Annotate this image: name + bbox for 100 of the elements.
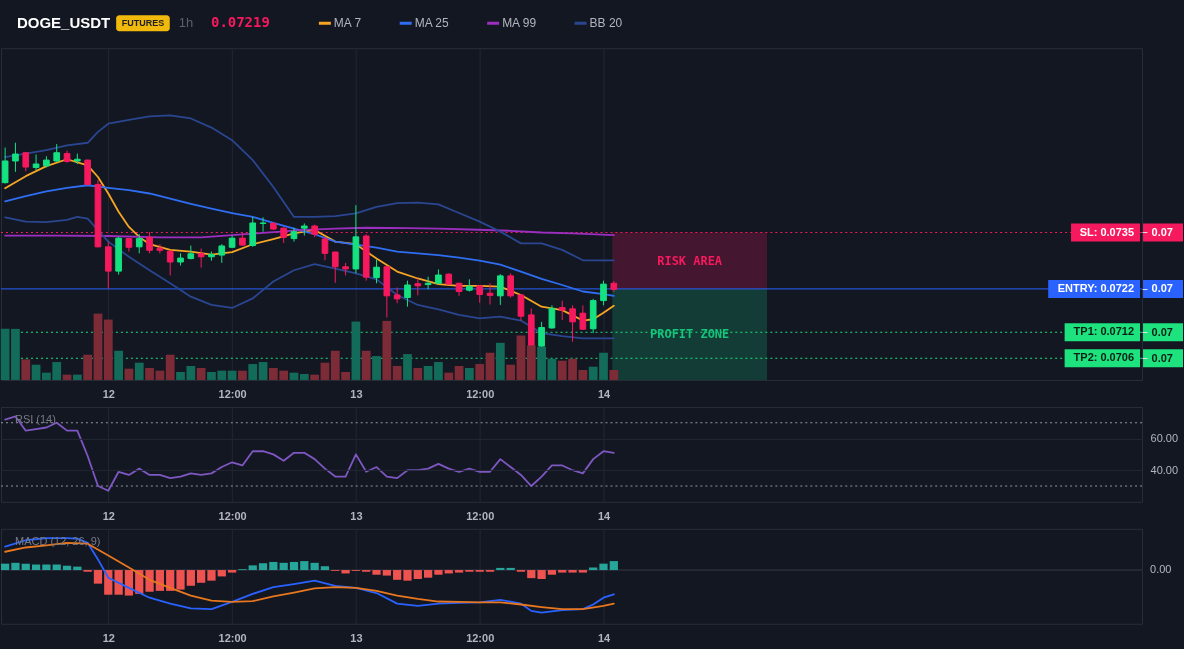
candlestick	[249, 216, 257, 248]
candlestick	[218, 243, 226, 264]
bar	[393, 570, 402, 580]
band-label: PROFIT ZONE	[650, 327, 730, 342]
bar	[434, 570, 443, 575]
candlestick	[517, 293, 525, 322]
bar	[454, 570, 464, 573]
chart-title: DOGE_USDT	[16, 14, 111, 32]
bar	[372, 570, 381, 575]
bar	[186, 570, 195, 586]
bar	[1, 563, 10, 571]
bar	[299, 373, 309, 380]
bar	[227, 570, 237, 573]
bar	[465, 368, 474, 380]
candlestick	[548, 304, 556, 330]
bar	[289, 561, 299, 571]
bar	[485, 352, 495, 380]
y-tick-label: 0.07	[1151, 226, 1173, 239]
x-tick-label: 14	[597, 388, 611, 401]
candlestick	[331, 251, 339, 284]
candlestick	[321, 236, 329, 261]
bar	[392, 366, 402, 380]
bar	[454, 366, 464, 380]
candlestick	[579, 304, 587, 331]
x-tick-label: 12	[102, 632, 115, 645]
bar	[578, 570, 587, 573]
bar	[31, 364, 41, 380]
x-tick-label: 14	[597, 632, 611, 645]
legend-label: MA 99	[502, 16, 537, 31]
bar	[310, 562, 319, 571]
candlestick	[12, 142, 19, 173]
bar	[310, 374, 320, 380]
bar	[93, 570, 103, 584]
bar	[134, 362, 144, 380]
y-tick-label: 0.07	[1151, 282, 1173, 295]
bar	[403, 570, 412, 581]
candlestick	[404, 280, 411, 308]
bar	[495, 342, 505, 380]
legend-label: MA 7	[333, 16, 362, 31]
legend-label: MA 25	[414, 16, 449, 31]
bar	[103, 319, 113, 380]
bar	[93, 313, 103, 380]
x-tick-label: 12:00	[218, 632, 247, 645]
x-tick-label: 12:00	[466, 510, 495, 523]
y-tick-label: 0.07	[1151, 351, 1173, 364]
bar	[165, 354, 175, 380]
bar	[413, 570, 422, 579]
bar	[568, 570, 577, 573]
bar	[269, 561, 278, 571]
bar	[413, 368, 423, 380]
bar	[196, 368, 206, 380]
bar	[423, 366, 433, 380]
bar	[11, 562, 20, 571]
x-tick-label: 12	[102, 388, 115, 401]
bar	[217, 570, 226, 577]
x-tick-label: 14	[597, 510, 611, 523]
candlestick	[424, 276, 432, 290]
candlestick	[496, 273, 504, 306]
bar	[207, 570, 216, 581]
bar	[351, 321, 361, 380]
bar	[320, 566, 330, 571]
bar	[341, 570, 350, 574]
text: 1h	[178, 15, 194, 31]
bar	[176, 570, 185, 590]
bar	[114, 350, 123, 380]
bar	[72, 374, 82, 380]
bar	[444, 372, 454, 380]
bar	[609, 370, 619, 380]
bar	[361, 350, 371, 380]
candlestick	[156, 243, 164, 254]
x-tick-label: 13	[350, 632, 363, 645]
bar	[124, 570, 134, 596]
x-tick-label: 13	[350, 510, 363, 523]
candlestick	[486, 282, 494, 305]
candlestick	[259, 216, 267, 233]
bar	[372, 356, 381, 380]
bar	[558, 570, 567, 573]
bar	[599, 563, 608, 571]
x-tick-label: 12:00	[466, 388, 495, 401]
bar	[589, 567, 598, 571]
bar	[114, 570, 123, 595]
bar	[279, 562, 288, 571]
bar	[21, 359, 31, 380]
ref-line-label: TP2: 0.0706	[1073, 351, 1135, 364]
x-tick-label: 13	[350, 388, 363, 401]
bar	[609, 561, 618, 571]
bar	[382, 320, 392, 380]
bar	[300, 561, 309, 571]
bar	[423, 570, 433, 578]
candlestick	[32, 153, 40, 171]
bar	[42, 564, 51, 571]
bar	[238, 370, 247, 380]
candlestick	[166, 250, 174, 276]
candlestick	[197, 248, 205, 269]
line-series	[4, 415, 615, 492]
y-tick-label: 60.00	[1150, 432, 1179, 445]
bar	[248, 364, 258, 380]
bar	[248, 565, 257, 571]
y-tick-label: 40.00	[1150, 463, 1179, 476]
bar	[434, 362, 443, 380]
